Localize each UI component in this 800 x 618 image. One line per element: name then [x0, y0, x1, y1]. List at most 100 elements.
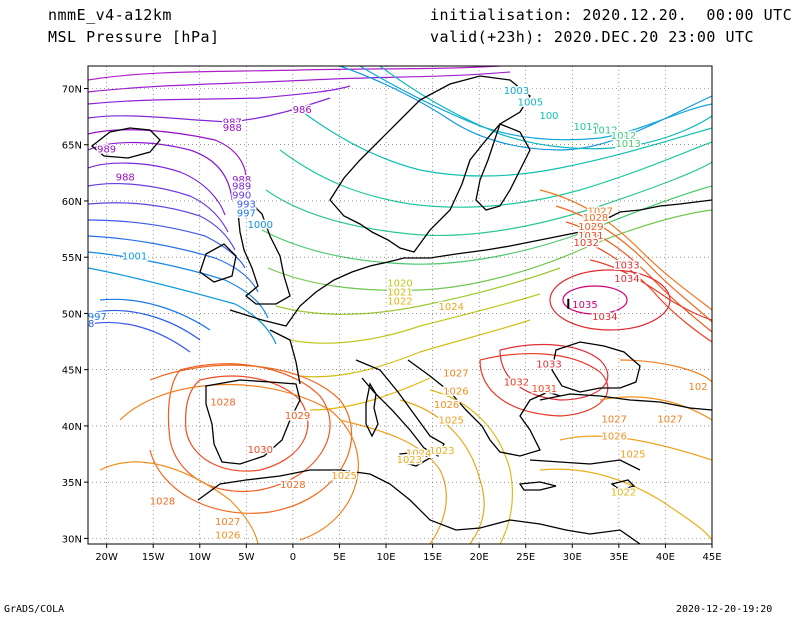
- isobar-label: 1032: [574, 238, 599, 249]
- isobar-label: 1012: [611, 131, 636, 142]
- isobar-label: 1005: [518, 97, 543, 108]
- ireland-coast: [199, 243, 237, 283]
- lon-tick-label: 5E: [333, 552, 346, 563]
- africa-coast: [197, 469, 641, 544]
- isobar-label: 1030: [248, 445, 273, 456]
- isobar-label: 1023: [397, 455, 422, 466]
- balkans-coast: [407, 359, 561, 457]
- isobar-label: 1012: [592, 125, 617, 136]
- cyprus-coast: [610, 479, 636, 491]
- isobar-label: 989: [97, 145, 116, 156]
- isobar-label: 1027: [443, 368, 468, 379]
- isobar-label: 1029: [285, 411, 310, 422]
- isobar-label: 1026: [601, 431, 626, 442]
- isobar-label: 1025: [331, 471, 356, 482]
- lon-tick-label: 40E: [656, 552, 675, 563]
- high-pressure-label: 1034: [614, 274, 639, 285]
- finland-coast: [475, 123, 531, 211]
- lon-tick-label: 20W: [95, 552, 118, 563]
- lat-tick-label: 40N: [62, 422, 82, 433]
- isobar-label: 1033: [536, 359, 561, 370]
- coastlines: [90, 75, 712, 544]
- lon-tick-label: 15E: [423, 552, 442, 563]
- isobar-label: 1025: [620, 449, 645, 460]
- isobar-label: 1024: [438, 302, 463, 313]
- black-sea-coast: [551, 341, 641, 393]
- isobar-label: 1026: [443, 386, 468, 397]
- footer-timestamp: 2020-12-20-19:20: [676, 604, 773, 615]
- iberia-coast: [205, 379, 301, 465]
- france-coast: [269, 329, 301, 385]
- valid-time: valid(+23h): 2020.DEC.20 23:00 UTC: [430, 28, 755, 46]
- iceland-coast: [90, 127, 161, 159]
- high-pressure-label: 1035: [572, 300, 597, 311]
- isobar-label: 1028: [583, 213, 608, 224]
- isobar-label: 1034: [592, 312, 617, 323]
- initialisation-time: initialisation: 2020.12.20. 00:00 UTC: [430, 6, 793, 24]
- lat-tick-label: 65N: [62, 141, 82, 152]
- turkey-coast: [529, 393, 712, 471]
- lat-tick-label: 35N: [62, 478, 82, 489]
- italy-coast: [355, 359, 445, 457]
- lon-tick-label: 35E: [609, 552, 628, 563]
- variable-title: MSL Pressure [hPa]: [48, 28, 220, 46]
- isobar-label: 1027: [215, 517, 240, 528]
- latitude-axis: 30N 35N 40N 45N 50N 55N 60N 65N 70N: [62, 84, 88, 545]
- isobar-label: 1022: [611, 488, 636, 499]
- lat-tick-label: 70N: [62, 84, 82, 95]
- lat-tick-label: 55N: [62, 253, 82, 264]
- isobar-label: 997: [237, 209, 256, 220]
- isobar-label: 1028: [150, 497, 175, 508]
- crete-coast: [518, 481, 557, 491]
- isobar-label: 989: [232, 182, 251, 193]
- lon-tick-label: 5W: [238, 552, 254, 563]
- great-britain-coast: [237, 203, 291, 305]
- isobar-label: 1027: [657, 415, 682, 426]
- isobar-label: 1026: [434, 400, 459, 411]
- lon-tick-label: 45E: [702, 552, 721, 563]
- lat-tick-label: 30N: [62, 534, 82, 545]
- isobar-label: 988: [116, 173, 135, 184]
- isobar-label: 1024: [406, 448, 431, 459]
- isobar-label: 1025: [438, 416, 463, 427]
- isobar-label: 1031: [532, 384, 557, 395]
- lon-tick-label: 10W: [188, 552, 211, 563]
- lon-tick-label: 20E: [470, 552, 489, 563]
- isobar-label: 1000: [248, 220, 273, 231]
- lon-tick-label: 15W: [142, 552, 165, 563]
- continental-coast: [229, 199, 712, 327]
- isobar-field: [88, 66, 712, 544]
- corsica-sardinia-coast: [365, 382, 379, 438]
- lon-tick-label: 30E: [563, 552, 582, 563]
- high-pressure-label: 1033: [614, 260, 639, 271]
- isobar-label: 1020: [387, 278, 412, 289]
- isobar-label: 98: [82, 319, 95, 330]
- isobar-label: 1031: [578, 231, 603, 242]
- isobar-label: 1021: [387, 287, 412, 298]
- isobar-label: 1013: [615, 139, 640, 150]
- sicily-coast: [399, 451, 432, 467]
- isobar-label: 1027: [588, 206, 613, 217]
- isobar-label: 1022: [387, 296, 412, 307]
- isobar-label: 1028: [280, 480, 305, 491]
- lat-tick-label: 50N: [62, 309, 82, 320]
- isobar-label: 1028: [210, 398, 235, 409]
- lon-tick-label: 0: [290, 552, 296, 563]
- plot-background: [88, 66, 712, 544]
- high-center-marker: [567, 298, 570, 309]
- high-pressure-labels: 1035 1033 1034: [567, 259, 641, 312]
- lat-tick-label: 60N: [62, 197, 82, 208]
- isobar-label: 987: [223, 118, 242, 129]
- isobar-label: 988: [223, 123, 242, 134]
- isobar-label: 997: [88, 312, 107, 323]
- isobar-label: 1023: [429, 446, 454, 457]
- isobar-label: 1029: [578, 222, 603, 233]
- isobar-label: 102: [688, 382, 707, 393]
- isobar-label: 993: [237, 200, 256, 211]
- isobar-label: 1032: [504, 377, 529, 388]
- lon-tick-label: 25E: [516, 552, 535, 563]
- footer-credit: GrADS/COLA: [4, 604, 65, 615]
- isobar-label: 100: [539, 111, 558, 122]
